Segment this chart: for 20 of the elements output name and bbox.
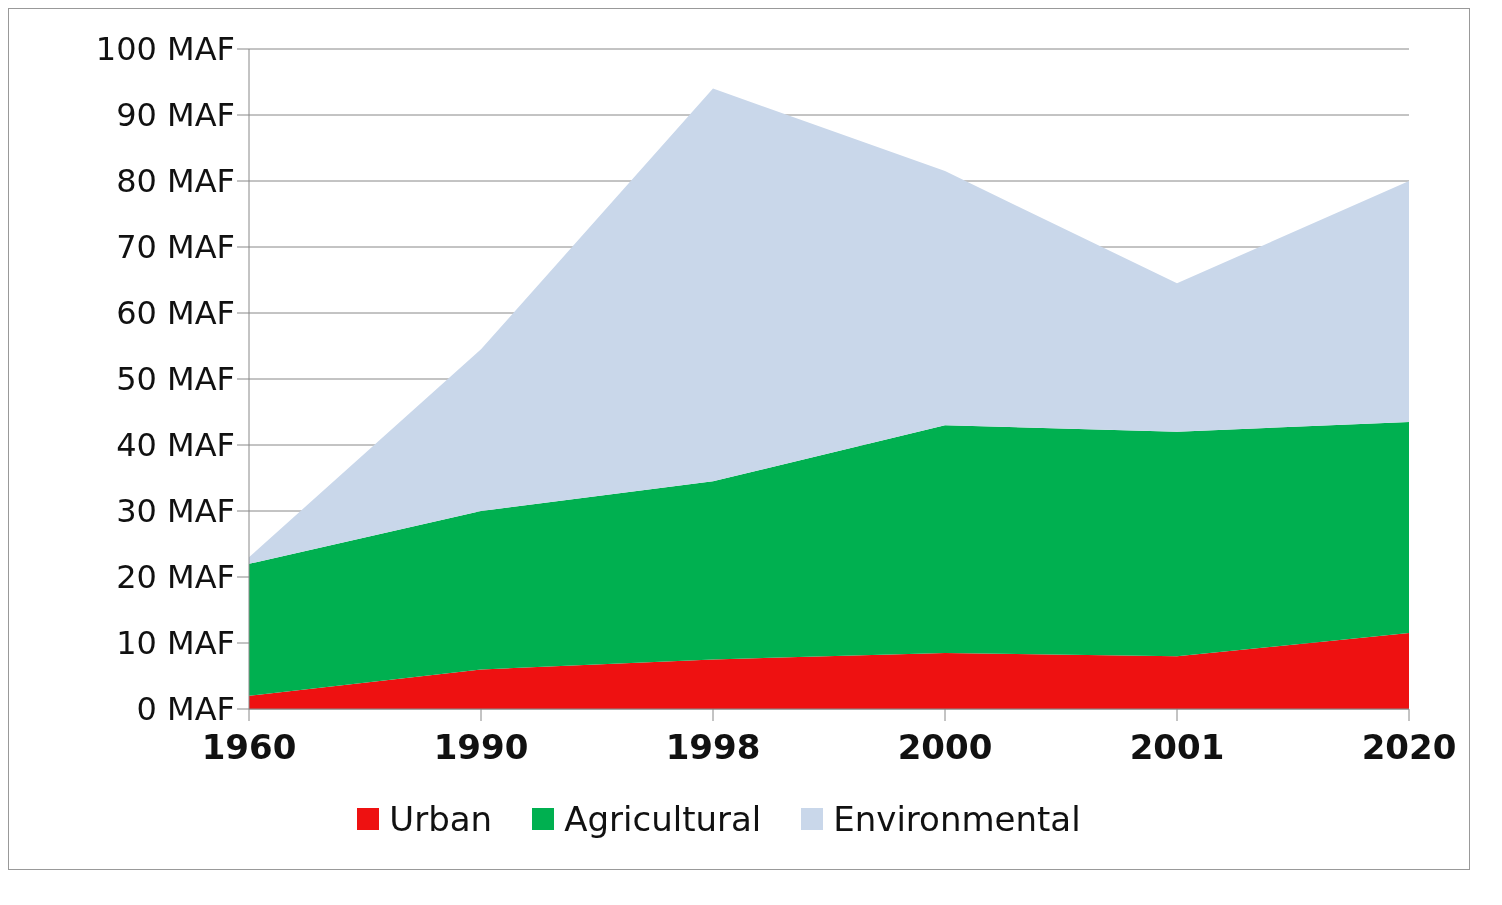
x-tick-label: 1990 — [433, 727, 529, 768]
x-tick-label: 1960 — [201, 727, 297, 768]
y-tick-label: 0 MAF — [136, 690, 235, 729]
legend-label: Environmental — [833, 799, 1081, 839]
x-tick-label: 2001 — [1129, 727, 1225, 768]
y-tick-label: 80 MAF — [116, 162, 235, 201]
x-tick-label: 2020 — [1361, 727, 1457, 768]
x-tick-label: 2000 — [897, 727, 993, 768]
x-tick-label: 1998 — [665, 727, 761, 768]
y-tick-label: 20 MAF — [116, 558, 235, 597]
y-tick-label: 40 MAF — [116, 426, 235, 465]
y-tick-label: 100 MAF — [95, 30, 235, 69]
y-tick-label: 70 MAF — [116, 228, 235, 267]
y-tick-label: 60 MAF — [116, 294, 235, 333]
y-tick-label: 50 MAF — [116, 360, 235, 399]
legend-label: Urban — [389, 799, 493, 839]
y-tick-label: 90 MAF — [116, 96, 235, 135]
y-tick-label: 30 MAF — [116, 492, 235, 531]
y-tick-label: 10 MAF — [116, 624, 235, 663]
legend-label: Agricultural — [564, 799, 762, 839]
